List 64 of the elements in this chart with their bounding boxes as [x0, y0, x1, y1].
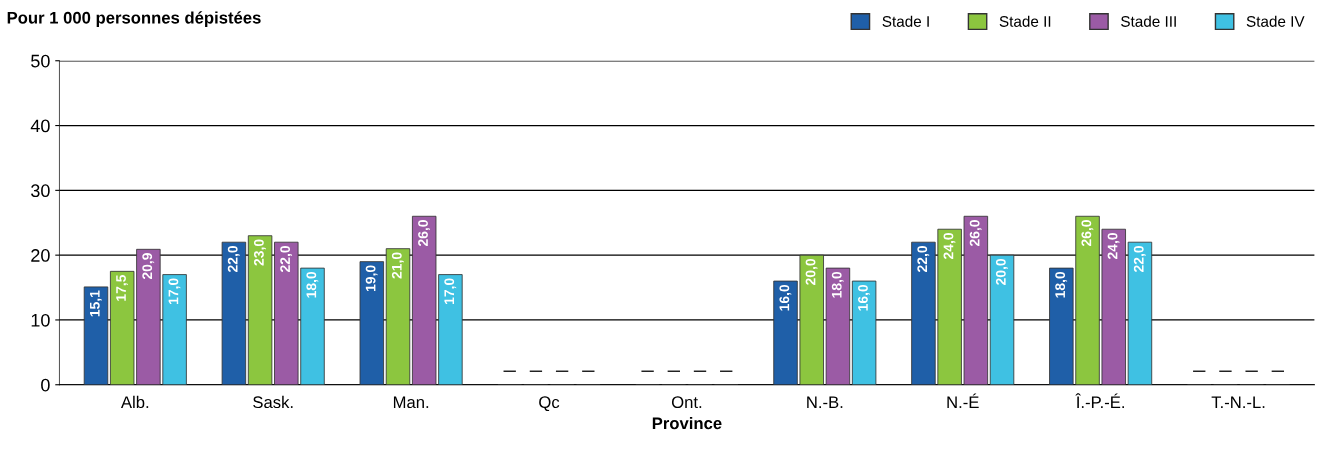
data-label: 22,0: [1133, 246, 1146, 272]
bar: [851, 280, 877, 385]
data-label: 20,0: [805, 258, 818, 285]
data-label: 17,0: [444, 278, 457, 304]
text: –: [693, 370, 707, 373]
data-label: 26,0: [969, 220, 982, 247]
bar: [385, 248, 411, 385]
text: –: [1219, 370, 1232, 373]
data-label: 24,0: [943, 233, 956, 260]
y-tick-label: 20: [31, 249, 50, 262]
text: –: [667, 370, 680, 373]
y-tick-label: 30: [31, 184, 50, 198]
data-label: 22,0: [227, 246, 240, 272]
bar: [1127, 241, 1153, 385]
bar: [359, 261, 385, 385]
text: –: [529, 370, 543, 373]
legend-label: Stade III: [1121, 15, 1176, 27]
data-label: 16,0: [858, 284, 870, 311]
data-label: 23,0: [253, 239, 266, 266]
data-label: 18,0: [1055, 271, 1068, 298]
data-label: 17,5: [116, 274, 128, 301]
bar: [221, 241, 247, 385]
legend-label: Stade IV: [1246, 15, 1305, 27]
text: –: [582, 370, 595, 373]
x-tick-label: Ont.: [671, 396, 702, 409]
x-tick-label: Î.-P.-É.: [1075, 393, 1124, 408]
text: –: [555, 370, 569, 373]
y-tick-label: 50: [31, 54, 50, 68]
data-label: 26,0: [1081, 220, 1094, 247]
legend-label: Stade II: [999, 15, 1051, 27]
text: –: [1193, 370, 1206, 373]
data-label: 15,1: [90, 290, 102, 317]
y-tick-label: 0: [41, 378, 50, 392]
bar: [989, 254, 1015, 385]
data-label: 26,0: [418, 220, 430, 247]
data-label: 20,9: [142, 253, 155, 280]
data-label: 22,0: [280, 246, 293, 272]
x-tick-label: T.-N.-L.: [1211, 396, 1265, 408]
text: –: [641, 370, 654, 373]
y-tick-label: 40: [30, 119, 50, 133]
bar: [83, 286, 109, 385]
data-label: 19,0: [365, 265, 378, 292]
data-label: 18,0: [831, 271, 844, 298]
text: –: [1245, 370, 1258, 373]
text: –: [720, 370, 733, 373]
x-tick-label: Alb.: [120, 395, 149, 409]
x-axis-title: Province: [652, 416, 722, 430]
data-label: 21,0: [391, 252, 404, 279]
data-label: 24,0: [1107, 233, 1120, 260]
text: –: [503, 370, 516, 373]
x-tick-label: Qc: [539, 396, 560, 412]
legend-label: Stade I: [882, 15, 929, 27]
x-tick-label: Man.: [393, 396, 429, 409]
text: –: [1271, 370, 1285, 373]
data-label: 22,0: [917, 246, 930, 272]
chart-title: Pour 1 000 personnes dépistées: [7, 11, 261, 27]
data-label: 20,0: [995, 258, 1008, 285]
y-tick-label: 10: [31, 313, 50, 327]
data-label: 18,0: [306, 271, 319, 298]
data-label: 17,0: [168, 278, 181, 304]
data-label: 16,0: [779, 284, 792, 311]
x-tick-label: N.-É: [947, 393, 979, 408]
x-tick-label: N.-B.: [807, 396, 843, 408]
x-tick-label: Sask.: [253, 395, 293, 409]
